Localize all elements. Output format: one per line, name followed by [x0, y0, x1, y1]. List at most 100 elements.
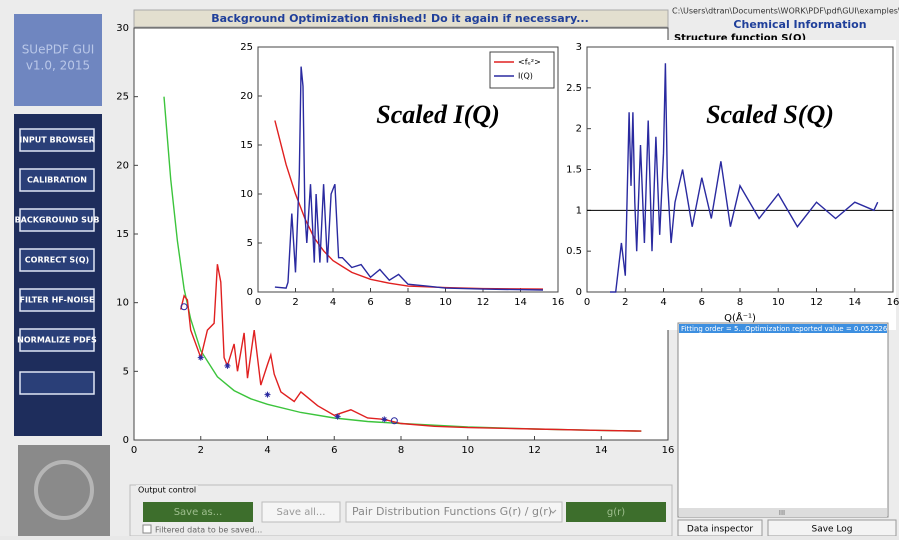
status-text: Background Optimization finished! Do it … [211, 12, 589, 25]
frame-label-bg [136, 485, 198, 495]
path-text: C:\Users\dtran\Documents\WORK\PDF\pdf\GU… [672, 7, 899, 16]
y-tick-label: 0.5 [566, 246, 582, 257]
y-tick-label: 5 [247, 238, 253, 249]
y-tick-label: 15 [116, 229, 129, 240]
x-tick-label: 14 [848, 297, 861, 308]
x-tick-label: 0 [131, 445, 137, 456]
dropdown[interactable] [345, 501, 563, 523]
sidebar-button[interactable] [19, 168, 95, 192]
legend-label: <fₑ²> [518, 58, 541, 67]
y-tick-label: 30 [116, 23, 129, 34]
y-tick-label: 3 [576, 42, 582, 53]
dropdown-label: Pair Distribution Functions G(r) / g(r) [352, 505, 552, 518]
button-label: g(r) [607, 507, 625, 518]
button-label: NORMALIZE PDFS [17, 336, 97, 345]
x-tick-label: 2 [622, 297, 628, 308]
x-tick-label: 12 [810, 297, 823, 308]
data-line [610, 63, 879, 293]
x-tick-label: 8 [398, 445, 404, 456]
button-label: BACKGROUND SUB [15, 216, 100, 225]
dropdown-arrow [549, 509, 557, 514]
marker [334, 413, 341, 420]
y-tick-label: 2.5 [566, 83, 582, 94]
x-tick-label: 2 [198, 445, 204, 456]
inset-bg [566, 40, 896, 330]
y-tick-label: 25 [116, 92, 129, 103]
marker [180, 303, 188, 311]
checkbox-label: Filtered data to be saved... [155, 526, 262, 535]
chem-info: Chemical Information [733, 18, 866, 31]
button-label: CORRECT S(Q) [25, 256, 89, 265]
x-tick-label: 8 [405, 297, 411, 308]
marker [390, 417, 398, 425]
y-tick-label: 5 [123, 366, 129, 377]
logo-line: SUePDF GUI [22, 43, 95, 57]
y-tick-label: 10 [240, 189, 253, 200]
y-tick-label: 1.5 [566, 165, 582, 176]
x-tick-label: 6 [367, 297, 373, 308]
button-label: INPUT BROWSER [19, 136, 95, 145]
button-label: CALIBRATION [27, 176, 87, 185]
x-tick-label: 14 [595, 445, 608, 456]
ring [34, 460, 94, 520]
y-tick-label: 0 [576, 287, 582, 298]
x-tick-label: 4 [660, 297, 666, 308]
y-tick-label: 10 [116, 298, 129, 309]
sidebar-button[interactable] [19, 128, 95, 152]
marker [224, 362, 231, 369]
x-tick-label: 10 [439, 297, 452, 308]
x-tick-label: 16 [552, 297, 565, 308]
legend-label: I(Q) [518, 72, 533, 81]
x-tick-label: 14 [514, 297, 527, 308]
log-highlight [679, 324, 887, 333]
marker [381, 416, 388, 423]
marker [264, 391, 271, 398]
button-label: Save Log [811, 525, 852, 535]
x-tick-label: 2 [292, 297, 298, 308]
preview-image [18, 445, 110, 536]
frame-label: Output control [138, 486, 196, 495]
y-tick-label: 2 [576, 124, 582, 135]
sidebar-button[interactable] [19, 208, 95, 232]
logo-box [14, 14, 102, 106]
annotation: Scaled S(Q) [706, 100, 834, 129]
save-as-button[interactable] [143, 502, 253, 522]
blank-button[interactable] [19, 371, 95, 395]
y-tick-label: 0 [123, 435, 129, 446]
x-tick-label: 12 [477, 297, 490, 308]
structure-label: Structure function S(Q) [674, 33, 806, 44]
x-tick-label: 10 [461, 445, 474, 456]
log-list[interactable] [677, 322, 889, 518]
x-tick-label: 0 [584, 297, 590, 308]
sidebar-button[interactable] [19, 328, 95, 352]
x-tick-label: 16 [887, 297, 899, 308]
button-label: Save all... [277, 507, 326, 518]
annotation: Scaled I(Q) [376, 100, 499, 129]
y-tick-label: 20 [240, 91, 253, 102]
sidebar-button[interactable] [19, 248, 95, 272]
x-tick-label: 12 [528, 445, 541, 456]
g-button[interactable] [566, 502, 666, 522]
x-tick-label: 6 [331, 445, 337, 456]
logo-line: v1.0, 2015 [26, 59, 90, 73]
x-tick-label: 4 [330, 297, 336, 308]
y-tick-label: 25 [240, 42, 253, 53]
checkbox[interactable] [142, 524, 152, 534]
x-tick-label: 8 [737, 297, 743, 308]
x-axis-label: Q(Å⁻¹) [724, 311, 756, 324]
x-tick-label: 0 [255, 297, 261, 308]
x-tick-label: 16 [662, 445, 675, 456]
x-tick-label: 6 [699, 297, 705, 308]
button-label: Data inspector [687, 525, 753, 535]
x-tick-label: 10 [772, 297, 785, 308]
save-all-button[interactable] [261, 501, 341, 523]
data-line [274, 66, 544, 291]
scroll-thumb: III [779, 509, 785, 517]
marker [197, 354, 204, 361]
y-tick-label: 1 [576, 205, 582, 216]
log-line: Fitting order = 5...Optimization reporte… [681, 325, 888, 333]
scrollbar[interactable] [679, 508, 887, 517]
button-label: Save as... [174, 507, 223, 518]
sidebar-button[interactable] [19, 288, 95, 312]
